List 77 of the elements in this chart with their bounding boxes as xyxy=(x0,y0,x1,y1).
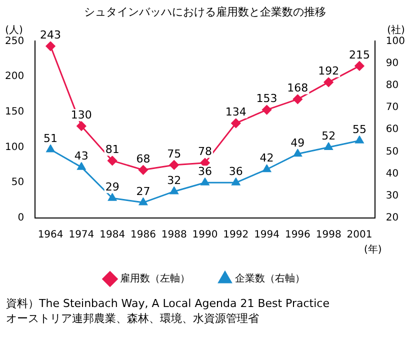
point xyxy=(170,186,178,194)
x-axis-title: (年) xyxy=(364,244,382,256)
point xyxy=(138,165,148,175)
y2-tick-label: 40 xyxy=(386,168,399,180)
point xyxy=(169,160,179,170)
data-label: 42 xyxy=(260,152,274,165)
x-tick-label: 1986 xyxy=(130,230,156,241)
y-tick-label: 250 xyxy=(4,36,24,47)
x-tick-label: 2001 xyxy=(346,230,372,241)
data-label: 243 xyxy=(40,28,62,42)
data-label: 55 xyxy=(352,123,366,136)
x-tick-label: 1984 xyxy=(100,230,126,241)
y-axis-title: (人) xyxy=(5,24,23,36)
data-label: 52 xyxy=(322,130,336,143)
data-label: 75 xyxy=(167,147,182,160)
point xyxy=(231,118,241,128)
x-tick-label: 1974 xyxy=(68,230,94,241)
x-tick-label: 1990 xyxy=(192,230,218,241)
point xyxy=(46,41,56,51)
legend-label: 企業数（右軸） xyxy=(235,272,305,285)
text: 資料）The Steinbach Way, A Local Agenda 21 Best Practice xyxy=(6,296,330,311)
data-label: 29 xyxy=(105,180,120,194)
x-tick-label: 1994 xyxy=(254,230,280,241)
data-label: 27 xyxy=(136,184,150,198)
y-tick-label: 150 xyxy=(4,106,24,118)
y-tick-label: 200 xyxy=(4,71,24,82)
data-label: 81 xyxy=(105,143,120,156)
data-label: 168 xyxy=(287,82,308,95)
point xyxy=(46,144,55,152)
data-label: 192 xyxy=(318,64,340,78)
point xyxy=(293,149,302,157)
data-label: 36 xyxy=(198,165,212,178)
data-label: 130 xyxy=(70,108,92,122)
point xyxy=(200,178,210,186)
text: オーストリア連邦農業、森林、環境、水資源管理省 xyxy=(6,311,260,326)
point xyxy=(354,61,364,71)
y2-tick-label: 30 xyxy=(386,190,399,202)
y2-tick-label: 70 xyxy=(386,102,399,114)
y2-tick-label: 50 xyxy=(386,146,399,158)
point xyxy=(355,136,364,144)
data-label: 78 xyxy=(198,145,212,158)
point xyxy=(232,178,240,186)
chart-title: シュタインバッハにおける雇用数と企業数の推移 xyxy=(84,5,326,18)
y2-tick-label: 90 xyxy=(386,58,399,69)
data-label: 49 xyxy=(290,136,305,150)
data-label: 153 xyxy=(256,92,278,106)
y-tick-label: 50 xyxy=(11,177,24,188)
data-label: 68 xyxy=(136,152,150,166)
y2-tick-label: 60 xyxy=(386,124,399,136)
data-label: 43 xyxy=(74,150,88,163)
y2-axis-title: (社) xyxy=(387,24,405,36)
point xyxy=(108,193,117,201)
point xyxy=(262,105,272,115)
point xyxy=(262,164,271,172)
y-tick-label: 100 xyxy=(4,142,24,153)
y2-tick-label: 80 xyxy=(386,80,399,91)
data-label: 215 xyxy=(348,48,370,62)
point xyxy=(324,142,333,150)
point xyxy=(324,77,334,87)
y2-tick-label: 20 xyxy=(386,212,399,224)
point xyxy=(108,156,118,166)
x-tick-label: 1998 xyxy=(316,230,342,241)
data-label: 36 xyxy=(228,165,243,178)
data-label: 51 xyxy=(44,132,58,145)
data-label: 32 xyxy=(167,174,182,187)
x-tick-label: 1992 xyxy=(223,230,249,241)
y-tick-label: 0 xyxy=(18,212,24,224)
x-tick-label: 1964 xyxy=(38,230,64,241)
data-label: 134 xyxy=(225,106,246,119)
point xyxy=(139,198,148,206)
y2-tick-label: 100 xyxy=(386,36,406,47)
legend-label: 雇用数（左軸） xyxy=(120,272,190,285)
x-tick-label: 1996 xyxy=(284,230,310,241)
point xyxy=(76,121,86,131)
point xyxy=(292,94,302,104)
point xyxy=(77,162,86,170)
x-tick-label: 1988 xyxy=(161,230,187,241)
